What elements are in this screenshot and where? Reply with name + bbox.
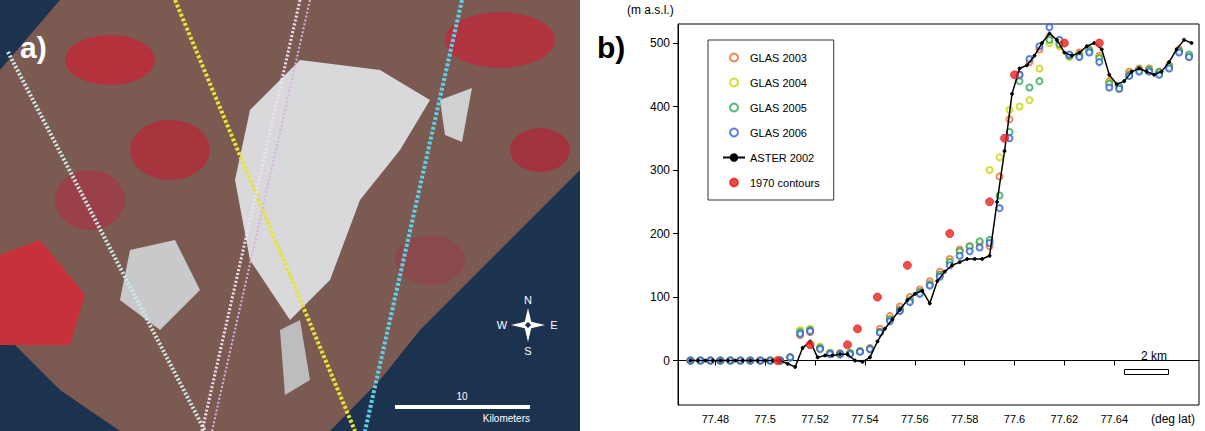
- svg-text:77.62: 77.62: [1051, 413, 1079, 425]
- svg-text:Kilometers: Kilometers: [483, 413, 530, 424]
- svg-text:10: 10: [456, 391, 468, 402]
- svg-text:S: S: [524, 345, 531, 357]
- svg-text:ASTER 2002: ASTER 2002: [750, 152, 814, 164]
- svg-text:1970 contours: 1970 contours: [750, 177, 820, 189]
- svg-text:GLAS 2005: GLAS 2005: [750, 102, 807, 114]
- svg-text:100: 100: [650, 290, 670, 304]
- svg-text:77.64: 77.64: [1100, 413, 1128, 425]
- svg-text:77.48: 77.48: [702, 413, 730, 425]
- svg-text:GLAS 2004: GLAS 2004: [750, 77, 807, 89]
- svg-text:77.5: 77.5: [755, 413, 776, 425]
- svg-text:(deg lat): (deg lat): [1151, 412, 1195, 426]
- svg-text:GLAS 2006: GLAS 2006: [750, 127, 807, 139]
- svg-text:200: 200: [650, 227, 670, 241]
- svg-text:W: W: [497, 319, 508, 331]
- svg-text:E: E: [550, 319, 557, 331]
- svg-text:2 km: 2 km: [1141, 349, 1167, 363]
- svg-text:N: N: [524, 294, 532, 306]
- svg-text:77.6: 77.6: [1004, 413, 1025, 425]
- svg-text:77.58: 77.58: [951, 413, 979, 425]
- svg-text:77.56: 77.56: [901, 413, 929, 425]
- svg-text:a): a): [20, 31, 47, 64]
- svg-text:GLAS 2003: GLAS 2003: [750, 52, 807, 64]
- svg-text:400: 400: [650, 100, 670, 114]
- svg-text:300: 300: [650, 163, 670, 177]
- svg-text:77.54: 77.54: [851, 413, 879, 425]
- svg-text:(m a.s.l.): (m a.s.l.): [627, 3, 674, 17]
- svg-text:500: 500: [650, 36, 670, 50]
- svg-text:0: 0: [663, 354, 670, 368]
- svg-text:b): b): [597, 31, 625, 64]
- svg-text:77.52: 77.52: [801, 413, 829, 425]
